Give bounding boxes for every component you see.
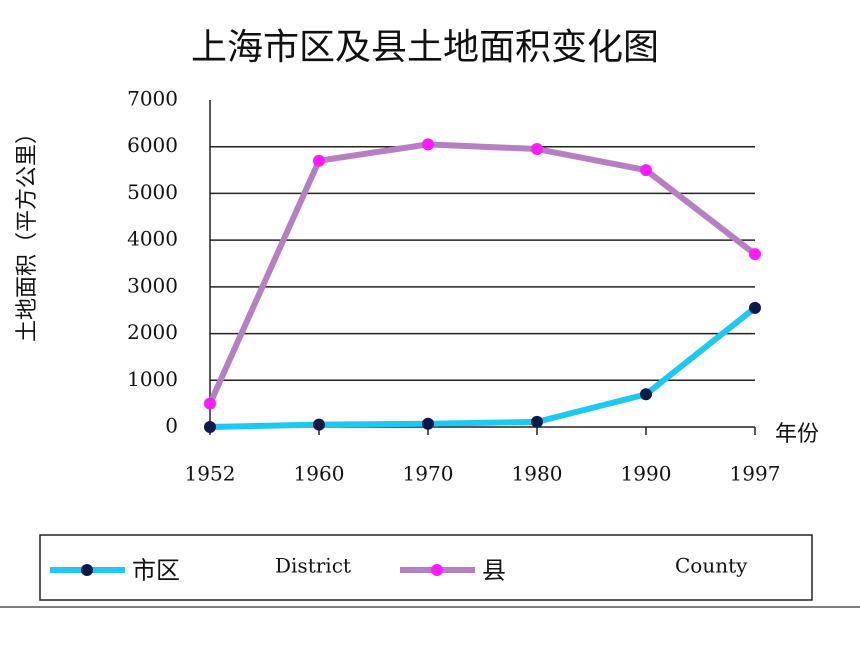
x-tick-label: 1970 <box>403 462 454 486</box>
x-tick-label: 1952 <box>185 462 236 486</box>
y-tick-label: 1000 <box>127 367 178 391</box>
x-tick-label: 1980 <box>512 462 563 486</box>
series-line <box>209 305 757 430</box>
legend-box <box>39 534 813 601</box>
legend-marker <box>431 564 443 576</box>
y-tick-label: 4000 <box>127 227 178 251</box>
legend-label: 市区 <box>132 557 180 585</box>
data-point <box>749 301 761 314</box>
legend-marker <box>81 564 93 576</box>
data-point <box>640 164 652 177</box>
y-tick-label: 0 <box>165 414 178 438</box>
legend-label-en: District <box>275 554 351 578</box>
data-point <box>204 421 216 433</box>
data-point <box>749 248 761 261</box>
data-point <box>531 415 543 428</box>
chart-title: 上海市区及县土地面积变化图 <box>191 27 659 68</box>
y-tick-label: 5000 <box>127 180 178 204</box>
x-tick-label: 1990 <box>621 462 672 486</box>
data-point <box>313 154 325 167</box>
data-point <box>422 138 434 151</box>
x-tick-label: 1960 <box>294 462 345 486</box>
data-point <box>531 143 543 156</box>
series-line <box>207 141 757 405</box>
data-point <box>422 417 434 430</box>
y-tick-label: 6000 <box>127 133 178 157</box>
legend-label-en: County <box>675 554 748 578</box>
x-axis-label: 年份 <box>775 422 819 447</box>
legend-label: 县 <box>482 557 506 585</box>
data-point <box>313 418 325 431</box>
data-point <box>204 397 216 410</box>
y-tick-label: 3000 <box>127 273 178 297</box>
y-tick-label: 7000 <box>127 87 178 111</box>
y-tick-label: 2000 <box>127 320 178 344</box>
data-point <box>640 388 652 401</box>
x-tick-label: 1997 <box>730 462 781 486</box>
y-axis-label: 土地面积（平方公里） <box>15 122 40 342</box>
